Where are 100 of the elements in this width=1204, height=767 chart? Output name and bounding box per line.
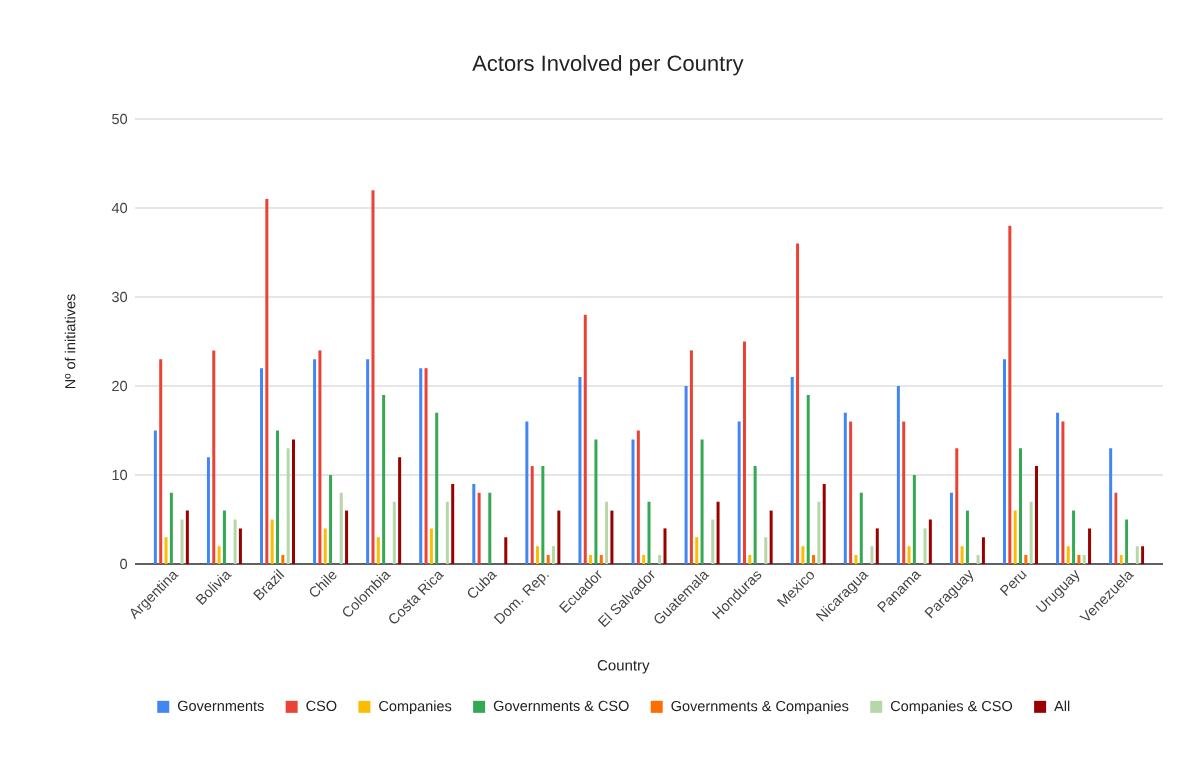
bar xyxy=(1109,448,1113,564)
bar xyxy=(281,555,285,564)
bar xyxy=(870,546,874,564)
bar xyxy=(445,501,449,564)
bar xyxy=(536,546,540,564)
bar xyxy=(742,341,746,564)
bar xyxy=(1088,528,1092,564)
bar xyxy=(206,457,210,564)
bar xyxy=(477,492,481,564)
bar xyxy=(366,359,370,564)
bar xyxy=(1077,555,1081,564)
bar xyxy=(1061,421,1065,564)
bar xyxy=(276,430,279,564)
bar xyxy=(663,528,667,564)
bar xyxy=(424,368,428,564)
bar xyxy=(822,483,826,564)
bar xyxy=(286,448,290,564)
legend-label: Governments & CSO xyxy=(493,700,629,712)
bar xyxy=(153,430,157,564)
x-axis-title: Country xyxy=(597,659,650,674)
bar xyxy=(323,528,327,564)
bar xyxy=(1082,555,1086,564)
bar xyxy=(238,528,242,564)
bar xyxy=(912,474,916,564)
bar xyxy=(1125,519,1129,564)
bar xyxy=(769,510,773,564)
bar xyxy=(599,555,603,564)
bar xyxy=(392,501,396,564)
bar xyxy=(541,466,545,564)
bar xyxy=(896,385,900,564)
bar xyxy=(748,555,752,564)
bar xyxy=(233,519,237,564)
y-tick-label: 50 xyxy=(112,113,128,125)
legend-label: Governments & Companies xyxy=(671,700,849,715)
bar xyxy=(371,190,375,564)
bar xyxy=(790,377,794,564)
bar xyxy=(801,546,805,564)
bar xyxy=(313,359,317,564)
bar xyxy=(955,448,959,564)
bar xyxy=(504,537,508,564)
bar xyxy=(695,537,699,564)
y-tick-label: 10 xyxy=(112,469,128,481)
bar xyxy=(1013,510,1017,564)
bar xyxy=(806,394,810,564)
bar xyxy=(949,492,953,564)
bar xyxy=(339,492,343,564)
legend-label: Companies & CSO xyxy=(890,700,1013,715)
bar xyxy=(854,555,858,564)
bar xyxy=(1034,466,1038,564)
bar xyxy=(451,483,455,564)
bar xyxy=(583,314,587,564)
bar xyxy=(1056,412,1060,564)
bar xyxy=(260,368,264,564)
y-tick-label: 40 xyxy=(111,202,128,214)
bar xyxy=(981,537,985,564)
bar xyxy=(185,510,189,564)
bar xyxy=(398,457,402,564)
bar xyxy=(642,555,646,564)
bar xyxy=(907,546,911,564)
bar xyxy=(222,510,226,564)
bar xyxy=(1003,359,1007,564)
bar xyxy=(345,510,349,564)
bar xyxy=(817,501,821,564)
bar xyxy=(578,377,582,564)
bar xyxy=(684,385,688,564)
bar xyxy=(212,350,216,564)
bar xyxy=(159,359,163,564)
bar xyxy=(270,519,274,564)
bar xyxy=(875,528,879,564)
bar xyxy=(1066,546,1070,564)
bar xyxy=(429,528,433,564)
bar xyxy=(589,555,593,564)
legend-label: Governments xyxy=(177,700,264,712)
bar xyxy=(376,537,380,564)
bar xyxy=(329,474,333,564)
bar xyxy=(557,510,561,564)
bar xyxy=(859,492,863,564)
bar xyxy=(546,555,550,564)
bar xyxy=(1008,225,1012,564)
bar xyxy=(796,243,800,564)
bar xyxy=(605,501,609,564)
bar xyxy=(435,412,439,564)
bar xyxy=(636,430,640,564)
bar xyxy=(318,350,322,564)
bar xyxy=(647,501,651,564)
bar xyxy=(488,492,492,564)
bar xyxy=(594,439,598,564)
bar xyxy=(928,519,932,564)
bar xyxy=(1114,492,1118,564)
bar xyxy=(164,537,168,564)
bar xyxy=(849,421,853,564)
bar xyxy=(291,439,295,564)
y-tick-label: 20 xyxy=(112,380,128,392)
bar xyxy=(552,546,556,564)
bar xyxy=(1019,448,1022,564)
bar xyxy=(631,439,635,564)
bar xyxy=(764,537,768,564)
bar xyxy=(923,528,927,564)
bar xyxy=(169,492,173,564)
bar xyxy=(689,350,693,564)
